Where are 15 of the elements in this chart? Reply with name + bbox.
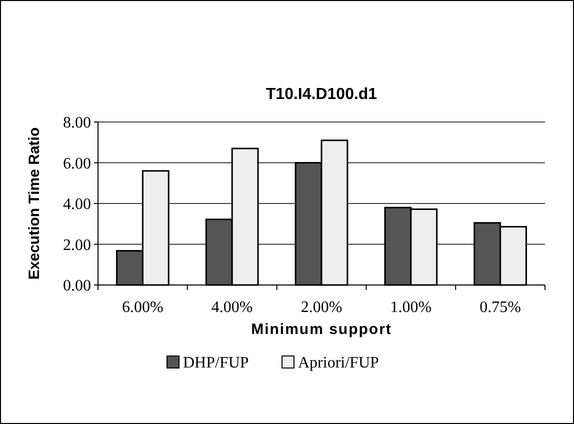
chart-title: T10.I4.D100.d1 <box>266 86 378 103</box>
x-tick-label: 2.00% <box>300 299 342 316</box>
y-tick-label: 0.00 <box>63 278 91 295</box>
y-tick-label: 2.00 <box>63 236 91 254</box>
x-tick-label: 0.75% <box>480 299 521 316</box>
legend-label: Apriori/FUP <box>298 354 379 372</box>
y-tick-label: 4.00 <box>63 196 91 214</box>
legend-label: DHP/FUP <box>183 354 249 372</box>
x-tick-label: 6.00% <box>122 299 164 316</box>
x-tick-label: 1.00% <box>390 299 432 316</box>
x-axis-title: Minimum support <box>251 321 392 338</box>
y-axis-title: Execution Time Ratio <box>26 127 43 280</box>
x-tick-label: 4.00% <box>211 299 253 316</box>
y-tick-label: 8.00 <box>63 114 91 132</box>
y-tick-label: 6.00 <box>63 155 91 172</box>
